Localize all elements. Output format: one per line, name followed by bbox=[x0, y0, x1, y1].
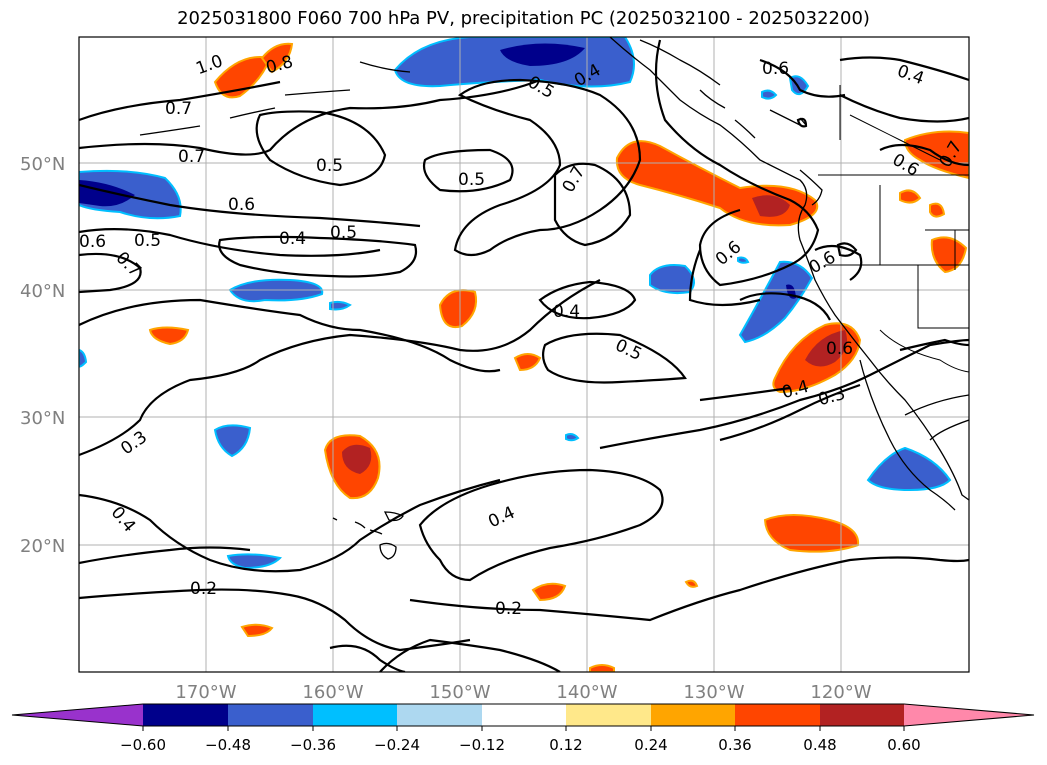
precip-positive-area bbox=[513, 353, 542, 372]
colorbar-tick-label: 0.12 bbox=[549, 736, 582, 754]
precip-negative-area bbox=[738, 260, 814, 344]
contour-label: 0.5 bbox=[330, 223, 357, 243]
precip-strong-negative-area bbox=[500, 43, 585, 66]
map-gridlines bbox=[79, 37, 969, 672]
precip-positive-area bbox=[240, 623, 274, 638]
contour-label: 0.6 bbox=[228, 195, 255, 215]
precip-positive-area bbox=[260, 42, 294, 74]
colorbar-tick-label: −0.60 bbox=[120, 736, 166, 754]
latitude-labels: 50°N 40°N 30°N 20°N bbox=[20, 154, 65, 557]
precip-negative-area bbox=[649, 264, 695, 295]
colorbar-max-extension bbox=[904, 704, 1034, 726]
map-panel: 1.0 0.8 0.7 0.7 0.6 0.6 0.5 0.4 0.5 0.5 … bbox=[79, 37, 969, 672]
colorbar-tick-label: −0.24 bbox=[374, 736, 420, 754]
map-frame bbox=[78, 36, 970, 673]
precip-positive-area bbox=[589, 664, 615, 672]
lon-label: 170°W bbox=[175, 682, 236, 703]
precip-negative-anomalies bbox=[79, 37, 952, 570]
precip-positive-area bbox=[531, 582, 567, 602]
precip-negative-area bbox=[565, 433, 580, 442]
contour-label: 0.2 bbox=[190, 579, 217, 599]
precip-strong-area bbox=[752, 195, 790, 217]
contour-label: 0.4 bbox=[279, 229, 306, 249]
colorbar: −0.60 −0.48 −0.36 −0.24 −0.12 0.12 0.24 … bbox=[11, 703, 1035, 754]
lat-label: 50°N bbox=[20, 154, 65, 175]
precip-negative-area bbox=[737, 256, 750, 264]
precip-strong-area bbox=[342, 444, 372, 474]
precip-positive-area bbox=[438, 289, 478, 328]
colorbar-segment bbox=[820, 704, 904, 726]
contour-label: 0.5 bbox=[134, 231, 161, 251]
country-borders bbox=[818, 85, 969, 373]
colorbar-tick-label: 0.24 bbox=[634, 736, 667, 754]
contour-label: 0.5 bbox=[316, 156, 343, 176]
hawaii-islands bbox=[332, 511, 404, 560]
figure-title: 2025031800 F060 700 hPa PV, precipitatio… bbox=[177, 8, 870, 29]
precip-negative-area bbox=[213, 424, 252, 458]
contour-label: 0.6 bbox=[762, 59, 789, 79]
contour-label: 0.7 bbox=[178, 147, 205, 167]
lon-label: 150°W bbox=[429, 682, 490, 703]
colorbar-segment bbox=[397, 704, 482, 726]
precip-negative-area bbox=[761, 89, 778, 100]
precip-strong-negative-area bbox=[79, 180, 135, 207]
coastlines bbox=[139, 37, 969, 511]
colorbar-segment bbox=[313, 704, 397, 726]
precip-positive-area bbox=[899, 189, 922, 204]
lat-label: 20°N bbox=[20, 536, 65, 557]
colorbar-tick-label: −0.48 bbox=[205, 736, 251, 754]
colorbar-min-extension bbox=[12, 704, 143, 726]
colorbar-tick-label: −0.12 bbox=[459, 736, 505, 754]
colorbar-segment bbox=[566, 704, 651, 726]
colorbar-tick-label: 0.48 bbox=[803, 736, 836, 754]
colorbar-segment bbox=[482, 704, 566, 726]
precip-positive-area bbox=[684, 579, 699, 588]
precip-positive-area bbox=[148, 326, 190, 346]
contour-label: 0.5 bbox=[458, 170, 485, 190]
lon-label: 130°W bbox=[683, 682, 744, 703]
contour-label: 0.6 bbox=[79, 232, 106, 252]
precip-positive-area bbox=[929, 202, 946, 218]
longitude-labels: 170°W 160°W 150°W 140°W 130°W 120°W bbox=[175, 682, 871, 703]
colorbar-segment bbox=[651, 704, 735, 726]
precip-strong-area bbox=[805, 330, 848, 367]
lat-label: 40°N bbox=[20, 281, 65, 302]
precip-positive-anomalies bbox=[148, 42, 969, 672]
colorbar-tick-label: 0.60 bbox=[887, 736, 920, 754]
precip-negative-area bbox=[226, 553, 283, 570]
pv-contours bbox=[79, 39, 969, 672]
colorbar-tick-label: 0.36 bbox=[718, 736, 751, 754]
lon-label: 140°W bbox=[556, 682, 617, 703]
contour-label: 0.6 bbox=[826, 339, 853, 359]
contour-label: 0.2 bbox=[495, 599, 522, 619]
lon-label: 160°W bbox=[302, 682, 363, 703]
precip-positive-area bbox=[213, 56, 272, 99]
lon-label: 120°W bbox=[810, 682, 871, 703]
contour-label: 0.4 bbox=[553, 302, 580, 322]
lat-label: 30°N bbox=[20, 408, 65, 429]
colorbar-segment bbox=[143, 704, 228, 726]
colorbar-segment bbox=[228, 704, 313, 726]
colorbar-segment bbox=[735, 704, 820, 726]
contour-label: 0.7 bbox=[165, 99, 192, 119]
colorbar-tick-label: −0.36 bbox=[290, 736, 336, 754]
precip-negative-area bbox=[329, 300, 352, 311]
